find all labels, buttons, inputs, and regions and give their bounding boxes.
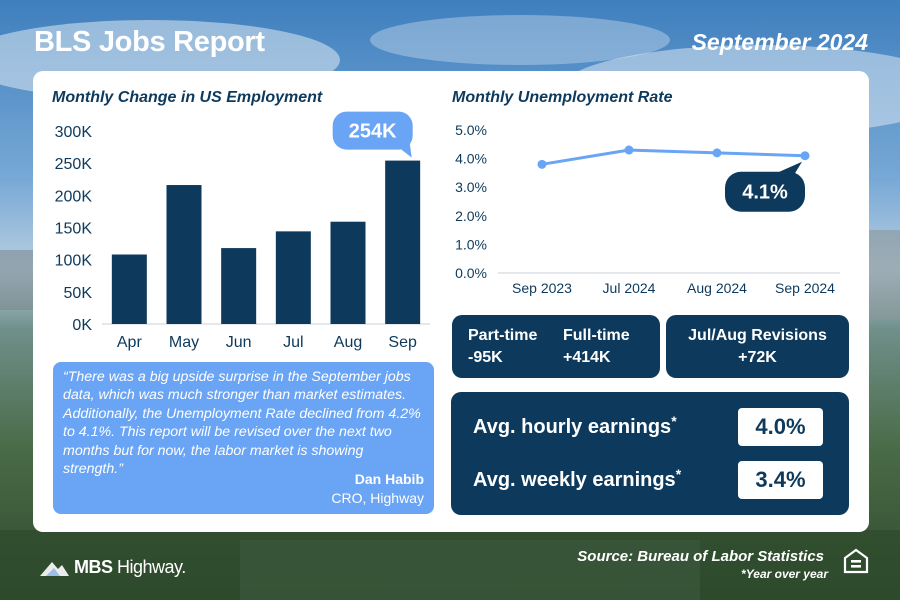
bar-apr — [111, 254, 147, 324]
bar-x-tick-label: Jul — [283, 334, 303, 351]
line-point-3 — [712, 148, 722, 158]
line-y-tick-label: 3.0% — [455, 179, 487, 195]
line-y-tick-label: 0.0% — [455, 265, 487, 281]
quote-box: “There was a big upside surprise in the … — [53, 362, 434, 514]
weekly-earnings-value: 3.4% — [738, 461, 823, 499]
line-callout-label: 4.1% — [742, 182, 788, 204]
bar-may — [166, 185, 202, 324]
mbs-highway-logo-icon — [40, 561, 69, 576]
report-date: September 2024 — [691, 29, 868, 55]
part-time-label: Part-time — [468, 327, 538, 344]
bar-y-tick-label: 0K — [72, 317, 92, 334]
bar-callout-bubble — [332, 111, 413, 150]
report-title: BLS Jobs Report — [34, 26, 265, 58]
earnings-box: Avg. hourly earnings* 4.0% Avg. weekly e… — [451, 392, 849, 515]
hourly-earnings-value: 4.0% — [738, 408, 823, 446]
full-time-label: Full-time — [563, 327, 630, 344]
quote-role: CRO, Highway — [331, 490, 424, 506]
unemployment-series-line — [541, 148, 806, 166]
bar-sep — [385, 160, 421, 324]
line-x-tick-label: Sep 2023 — [512, 280, 572, 296]
source-note: Source: Bureau of Labor Statistics — [577, 548, 824, 565]
line-point-4 — [800, 151, 810, 161]
bar-y-tick-label: 50K — [64, 285, 93, 302]
equal-housing-icon — [843, 548, 869, 574]
bar-jun — [221, 248, 257, 324]
line-y-tick-label: 4.0% — [455, 151, 487, 167]
part-time-value: -95K — [468, 349, 503, 366]
bar-x-tick-label: Apr — [117, 334, 143, 351]
bar-x-tick-label: Jun — [226, 334, 252, 351]
line-y-tick-label: 5.0% — [455, 122, 487, 138]
weekly-earnings-label: Avg. weekly earnings* — [473, 466, 682, 491]
mbs-highway-logo: MBS Highway. — [38, 557, 186, 578]
revisions-box: Jul/Aug Revisions +72K — [666, 315, 849, 378]
line-x-tick-label: Jul 2024 — [603, 280, 656, 296]
line-callout-bubble — [725, 171, 805, 212]
revisions-value: +72K — [738, 349, 777, 366]
bar-y-tick-label: 250K — [55, 156, 93, 173]
bar-jul — [275, 231, 311, 324]
hourly-earnings-label: Avg. hourly earnings* — [473, 413, 677, 438]
line-point-1 — [537, 159, 547, 169]
full-time-value: +414K — [563, 349, 611, 366]
part-full-time-box: Part-time -95K Full-time +414K — [452, 315, 660, 378]
bar-y-tick-label: 200K — [55, 188, 93, 205]
line-y-tick-label: 1.0% — [455, 236, 487, 252]
quote-author: Dan Habib — [354, 471, 424, 487]
bar-x-tick-label: May — [169, 334, 199, 351]
bar-chart-title: Monthly Change in US Employment — [52, 89, 323, 106]
bar-aug — [330, 221, 366, 324]
quote-text: “There was a big upside surprise in the … — [63, 369, 421, 478]
bar-x-tick-label: Sep — [388, 334, 417, 351]
bar-x-tick-label: Aug — [334, 334, 362, 351]
year-over-year-note: *Year over year — [741, 567, 828, 581]
line-chart-title: Monthly Unemployment Rate — [452, 89, 673, 106]
line-x-tick-label: Aug 2024 — [687, 280, 747, 296]
bar-callout-label: 254K — [349, 121, 397, 143]
unemployment-line-chart: 0.0% 1.0% 2.0% 3.0% 4.0% 5.0% Sep 2023 Jul 2024… — [455, 122, 840, 296]
employment-bar-chart: 0K 50K 100K 150K 200K 250K 300K Apr May Jun Jul Aug… — [55, 111, 430, 351]
bar-y-tick-label: 150K — [55, 221, 93, 238]
revisions-label: Jul/Aug Revisions — [688, 327, 827, 344]
bar-callout-tail — [397, 142, 412, 158]
line-point-2 — [624, 145, 634, 155]
line-y-tick-label: 2.0% — [455, 208, 487, 224]
bar-y-tick-label: 100K — [55, 253, 93, 270]
line-x-tick-label: Sep 2024 — [775, 280, 835, 296]
bar-y-tick-label: 300K — [55, 124, 93, 141]
line-callout-tail — [775, 161, 802, 180]
logo-wordmark: MBS Highway. — [74, 557, 186, 577]
